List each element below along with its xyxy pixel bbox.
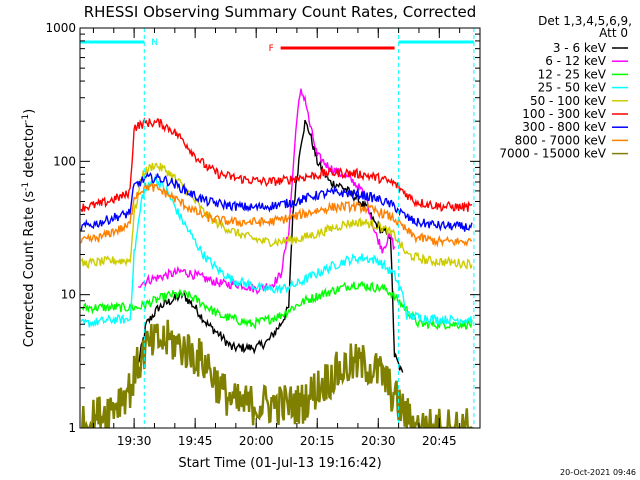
legend-label-4: 50 - 100 keV xyxy=(530,94,607,108)
series-line-1 xyxy=(137,88,396,296)
legend-label-6: 300 - 800 keV xyxy=(522,120,606,134)
legend-title: Det 1,3,4,5,6,9, xyxy=(538,14,632,28)
y-axis-label: Corrected Count Rate (s-1 detector-1) xyxy=(21,109,37,347)
footer-timestamp: 20-Oct-2021 09:46 xyxy=(560,468,636,477)
y-axis-label-end: ) xyxy=(22,109,37,114)
series-line-3 xyxy=(80,173,473,328)
y-tick-label: 10 xyxy=(61,288,76,302)
x-tick-label: 20:30 xyxy=(361,434,396,448)
series-line-4 xyxy=(80,162,473,270)
plot-area: NF xyxy=(80,28,475,428)
series-line-7 xyxy=(80,182,473,248)
legend-label-5: 100 - 300 keV xyxy=(522,107,606,121)
y-axis-label-sup2: -1 xyxy=(21,114,31,123)
plot-frame xyxy=(79,27,481,429)
series-line-8 xyxy=(81,319,473,428)
legend-label-3: 25 - 50 keV xyxy=(538,81,607,95)
legend-subtitle: Att 0 xyxy=(599,26,628,40)
y-tick-label: 1000 xyxy=(45,21,76,35)
series-line-6 xyxy=(80,171,473,232)
legend-label-2: 12 - 25 keV xyxy=(538,67,607,81)
x-tick-label: 19:30 xyxy=(117,434,152,448)
x-axis-label: Start Time (01-Jul-13 19:16:42) xyxy=(178,456,381,471)
legend-label-1: 6 - 12 keV xyxy=(545,54,607,68)
flare-flag-label: F xyxy=(269,44,274,54)
legend-label-7: 800 - 7000 keV xyxy=(515,133,607,147)
y-tick-label: 100 xyxy=(53,154,76,168)
legend-label-8: 7000 - 15000 keV xyxy=(499,147,606,161)
night-flag-label: N xyxy=(151,38,158,48)
chart-title: RHESSI Observing Summary Count Rates, Co… xyxy=(84,3,477,21)
series-group xyxy=(80,88,473,428)
x-tick-label: 19:45 xyxy=(178,434,213,448)
x-tick-label: 20:45 xyxy=(422,434,457,448)
series-line-2 xyxy=(81,280,473,331)
x-tick-label: 20:00 xyxy=(239,434,274,448)
y-axis-label-sup1: -1 xyxy=(21,182,31,191)
legend-label-0: 3 - 6 keV xyxy=(553,41,607,55)
x-tick-label: 20:15 xyxy=(300,434,335,448)
axes: 1 10 100 1000 19:30 19:45 20:00 20:15 20:30 20:45 xyxy=(45,21,481,448)
y-tick-label: 1 xyxy=(68,421,76,435)
series-line-5 xyxy=(80,117,473,213)
y-axis-label-mid: detector xyxy=(22,122,37,182)
y-axis-label-main: Corrected Count Rate (s xyxy=(22,191,37,348)
